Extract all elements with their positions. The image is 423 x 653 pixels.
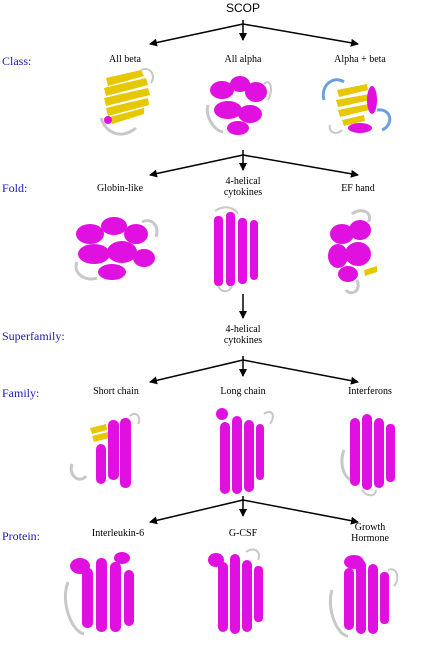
arrows-family-to-protein	[149, 496, 359, 525]
family-interferons-label: Interferons	[348, 386, 392, 397]
structure-alpha-plus-beta	[321, 78, 392, 134]
scop-title: SCOP	[225, 1, 260, 15]
class-alpha-plus-beta-label: Alpha + beta	[334, 54, 386, 65]
fold-ef-hand-label: EF hand	[341, 183, 375, 194]
structure-ef-hand	[328, 209, 377, 295]
family-short-chain-label: Short chain	[93, 386, 139, 397]
structure-globin-like	[74, 217, 159, 281]
structure-interferons	[340, 414, 395, 497]
family-long-chain-label: Long chain	[220, 386, 266, 397]
level-label-protein: Protein:	[2, 529, 40, 543]
superfamily-label-line2: cytokines	[223, 335, 263, 346]
class-all-alpha-label: All alpha	[224, 54, 262, 65]
superfamily-label-line1: 4-helical	[225, 324, 261, 335]
fold-globin-like-label: Globin-like	[96, 183, 144, 194]
arrows-class-to-fold	[149, 150, 359, 178]
level-label-fold: Fold:	[2, 181, 28, 195]
structure-short-chain	[69, 412, 141, 488]
protein-g-csf-label: G-CSF	[228, 528, 258, 539]
structure-long-chain	[216, 408, 274, 494]
arrows-scop-to-class	[149, 20, 359, 47]
level-label-family: Family:	[2, 386, 40, 400]
protein-growth-hormone-label-line2: Hormone	[351, 533, 389, 544]
level-label-class: Class:	[2, 54, 32, 68]
level-label-superfamily: Superfamily:	[2, 329, 65, 343]
structure-interleukin-6	[63, 552, 134, 636]
arrows-superfamily-to-family	[149, 356, 359, 385]
fold-4-helical-label-line2: cytokines	[223, 187, 263, 198]
protein-interleukin-6-label: Interleukin-6	[91, 528, 145, 539]
class-all-beta-label: All beta	[109, 54, 141, 65]
structure-all-beta	[99, 68, 154, 136]
structure-all-alpha	[205, 76, 272, 135]
protein-growth-hormone-label-line1: Growth	[354, 522, 386, 533]
fold-4-helical-label-line1: 4-helical	[225, 176, 261, 187]
structure-4-helical-fold	[214, 206, 258, 293]
structure-g-csf	[208, 548, 263, 634]
structure-growth-hormone	[329, 555, 399, 638]
